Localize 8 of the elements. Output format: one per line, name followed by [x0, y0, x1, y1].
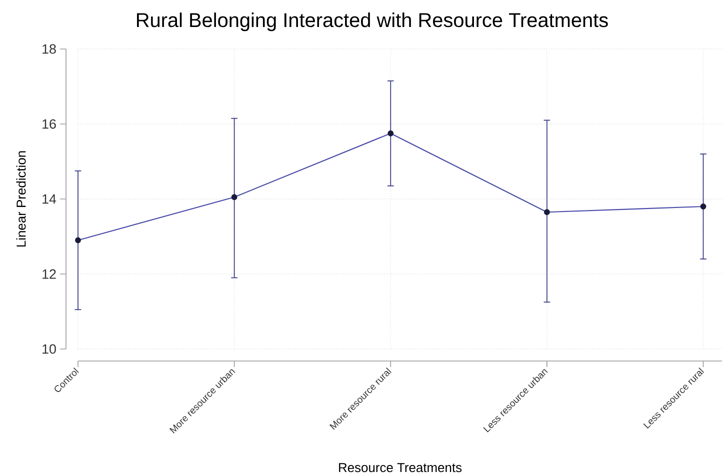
chart-title: Rural Belonging Interacted with Resource Treatments: [137, 12, 608, 32]
y-tick-label: 12: [42, 269, 56, 279]
y-tick-label: 14: [42, 194, 56, 204]
x-axis-title: Resource Treatments: [339, 463, 462, 472]
y-tick-label: 16: [42, 119, 56, 129]
y-axis-title: Linear Prediction: [16, 151, 26, 247]
y-tick-label: 10: [42, 344, 56, 354]
y-tick-label: 18: [42, 44, 56, 54]
